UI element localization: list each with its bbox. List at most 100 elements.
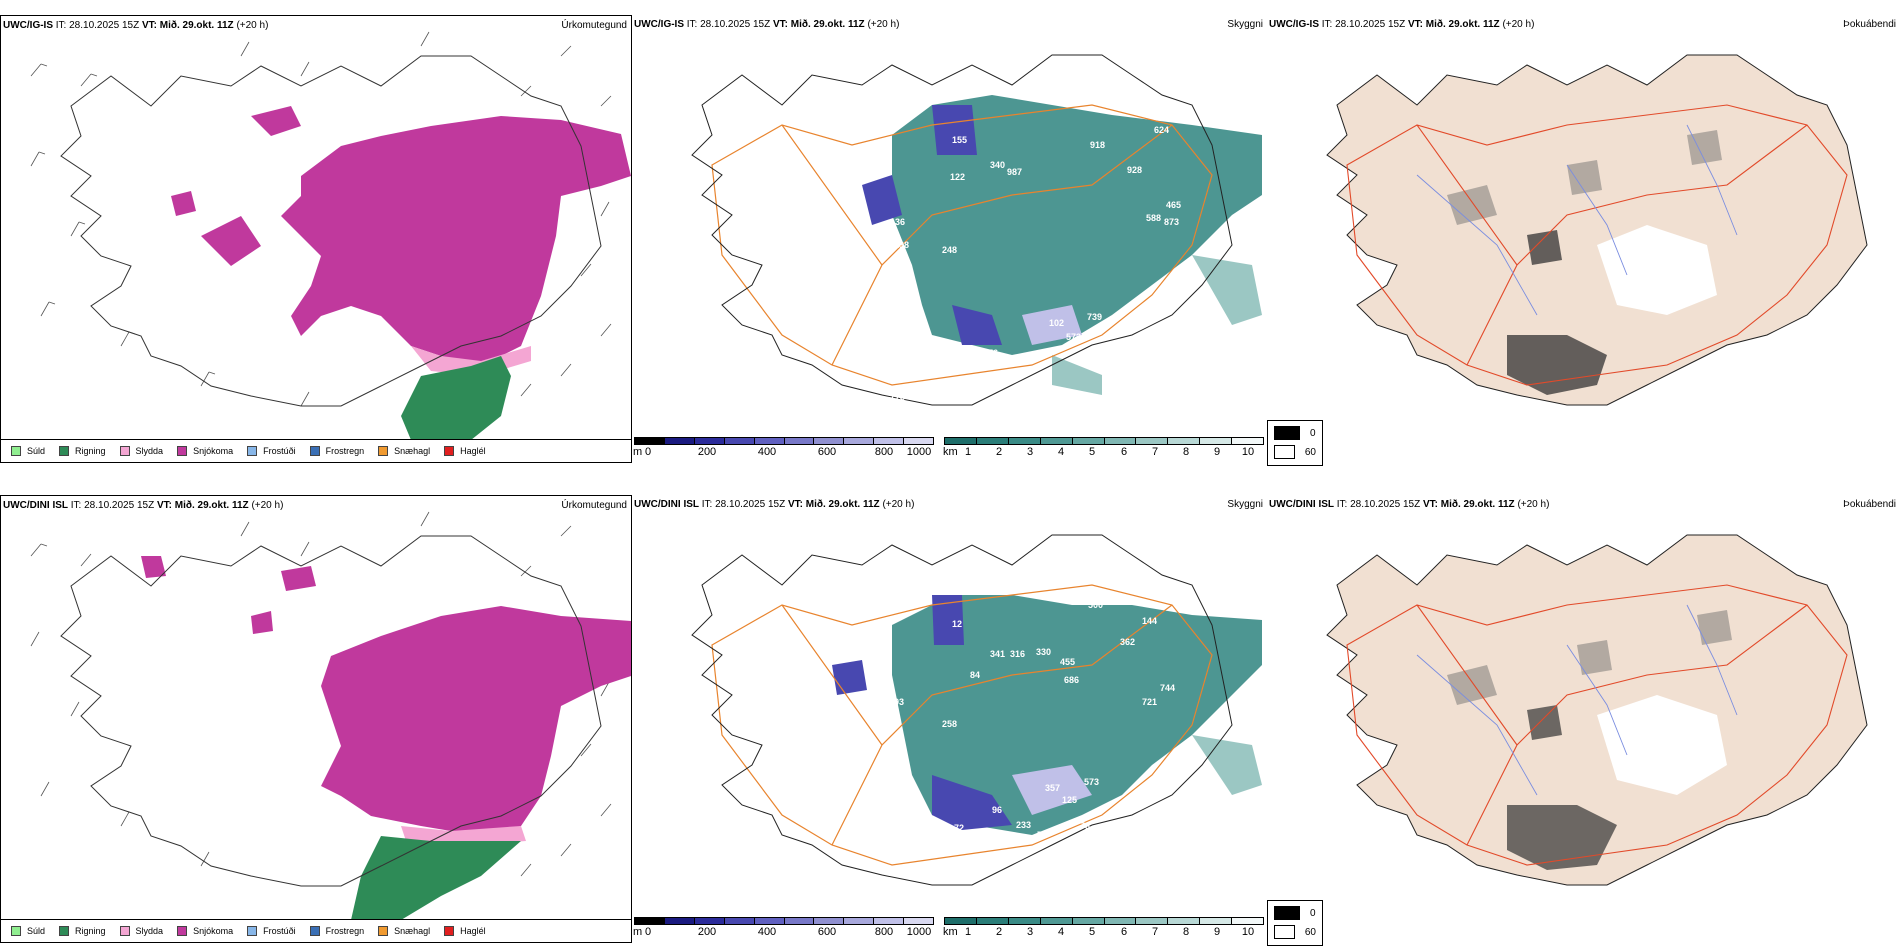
map-label: 88: [912, 340, 922, 350]
map-label: 76: [832, 222, 842, 232]
tick-label: 6: [1120, 446, 1128, 458]
legend-item: Frostregn: [309, 446, 364, 456]
panel-header: UWC/DINI ISL IT: 28.10.2025 15Z VT: Mið.…: [634, 499, 1263, 513]
tick-label: 400: [757, 446, 777, 458]
unit-label: m: [633, 446, 643, 458]
ceiling-colorbar: m 0 200 400 600 800 1000: [633, 437, 934, 459]
field-name: Þokuábendi: [1843, 499, 1896, 510]
tick-label: 4: [1057, 446, 1065, 458]
map-label: 465: [1166, 200, 1181, 210]
precip-type-legend: Súld Rigning Slydda Snjókoma Frostúði Fr…: [1, 439, 631, 462]
tick-label: 7: [1151, 446, 1159, 458]
map-label: 102: [1049, 318, 1064, 328]
tick-label: 3: [1026, 926, 1034, 938]
map-label: 624: [1154, 125, 1169, 135]
tick-label: 1: [964, 926, 972, 938]
tick-label: 10: [1241, 446, 1255, 458]
map-label: 340: [990, 160, 1005, 170]
map-label: 66: [910, 803, 920, 813]
map-label: 987: [1007, 167, 1022, 177]
tick-label: 0: [644, 926, 652, 938]
legend-item: Súld: [11, 926, 45, 936]
map-label: 96: [992, 805, 1002, 815]
legend-item: Súld: [11, 446, 45, 456]
panel-header: UWC/DINI ISL IT: 28.10.2025 15Z VT: Mið.…: [1269, 499, 1896, 513]
map-label: 258: [942, 719, 957, 729]
fog-index-legend: 0 60: [1267, 420, 1323, 466]
precip-panel-row2: Súld Rigning Slydda Snjókoma Frostúði Fr…: [0, 495, 632, 943]
panel-header: UWC/IG-IS IT: 28.10.2025 15Z VT: Mið. 29…: [1269, 19, 1896, 33]
map-label: 330: [1036, 647, 1051, 657]
tick-label: 2: [995, 926, 1003, 938]
map-label: 873: [1164, 217, 1179, 227]
map-label: 150: [987, 830, 1002, 840]
tick-label: 9: [1213, 926, 1221, 938]
tick-label: 10: [1241, 926, 1255, 938]
tick-label: 200: [697, 926, 717, 938]
visibility-panel-row2: 12 500 341 316 330 455 84 686 144 362 93…: [632, 495, 1267, 945]
map-label: 918: [1090, 140, 1105, 150]
tick-label: 200: [697, 446, 717, 458]
map-label: 928: [1127, 165, 1142, 175]
field-name: Úrkomutegund: [561, 20, 627, 31]
tick-label: 5: [1088, 446, 1096, 458]
field-name: Úrkomutegund: [561, 500, 627, 511]
tick-label: 600: [817, 926, 837, 938]
map-label: 588: [1146, 213, 1161, 223]
map-label: 73: [1080, 821, 1090, 831]
tick-label: 800: [874, 446, 894, 458]
map-label: 10: [847, 719, 857, 729]
legend-item: Frostregn: [309, 926, 364, 936]
map-label: 500: [1088, 600, 1103, 610]
map-label: 12: [952, 619, 962, 629]
fog-panel-row2: 0 60 UWC/DINI ISL IT: 28.10.2025 15Z VT:…: [1267, 495, 1900, 946]
map-label: 125: [1062, 795, 1077, 805]
map-label: 144: [1142, 616, 1157, 626]
map-label: 573: [1084, 777, 1099, 787]
legend-item: Frostúði: [247, 926, 296, 936]
wind-barbs: [30, 31, 612, 407]
map-label: 198: [894, 240, 909, 250]
legend-item: Snjókoma: [177, 926, 233, 936]
tick-label: 7: [1151, 926, 1159, 938]
panel-header: UWC/IG-IS IT: 28.10.2025 15Z VT: Mið. 29…: [634, 19, 1263, 33]
land-fill: [1326, 54, 1868, 406]
tick-label: 0: [644, 446, 652, 458]
map-label: 341: [990, 649, 1005, 659]
map-label: 721: [1142, 697, 1157, 707]
precip-type-legend: Súld Rigning Slydda Snjókoma Frostúði Fr…: [1, 919, 631, 942]
map-label: 362: [1120, 637, 1135, 647]
tick-label: 400: [757, 926, 777, 938]
map-label: 778: [890, 392, 905, 402]
wind-barbs: [30, 511, 612, 877]
map-label: 455: [1060, 657, 1075, 667]
map-label: 357: [1045, 783, 1060, 793]
legend-item: Snæhagl: [378, 926, 430, 936]
legend-item: Slydda: [119, 446, 163, 456]
field-name: Skyggni: [1227, 499, 1263, 510]
field-name: Þokuábendi: [1843, 19, 1896, 30]
map-label: 84: [970, 670, 980, 680]
panel-header: UWC/IG-IS IT: 28.10.2025 15Z VT: Mið. 29…: [3, 20, 627, 34]
map-label: 739: [1087, 312, 1102, 322]
tick-label: 4: [1057, 926, 1065, 938]
tick-label: 9: [1213, 446, 1221, 458]
panel-header: UWC/DINI ISL IT: 28.10.2025 15Z VT: Mið.…: [3, 500, 627, 514]
map-label: 155: [952, 135, 967, 145]
fog-map: [1326, 534, 1868, 886]
unit-label: km: [943, 926, 958, 938]
tick-label: 800: [874, 926, 894, 938]
map-label: 71: [937, 393, 947, 403]
field-name: Skyggni: [1227, 19, 1263, 30]
map-label: 686: [1064, 675, 1079, 685]
legend-item: Frostúði: [247, 446, 296, 456]
tick-label: 6: [1120, 926, 1128, 938]
visibility-panel-row1: 155 340 987 122 918 928 624 136 198 76 4…: [632, 15, 1267, 465]
visibility-map: 155 340 987 122 918 928 624 136 198 76 4…: [691, 54, 1262, 406]
ceiling-colorbar: m 0 200 400 600 800 1000: [633, 917, 934, 939]
fog-map: [1326, 54, 1868, 406]
road-network: [711, 104, 1213, 386]
map-label: 72: [954, 823, 964, 833]
tick-label: 8: [1182, 926, 1190, 938]
legend-item: Rigning: [59, 446, 106, 456]
